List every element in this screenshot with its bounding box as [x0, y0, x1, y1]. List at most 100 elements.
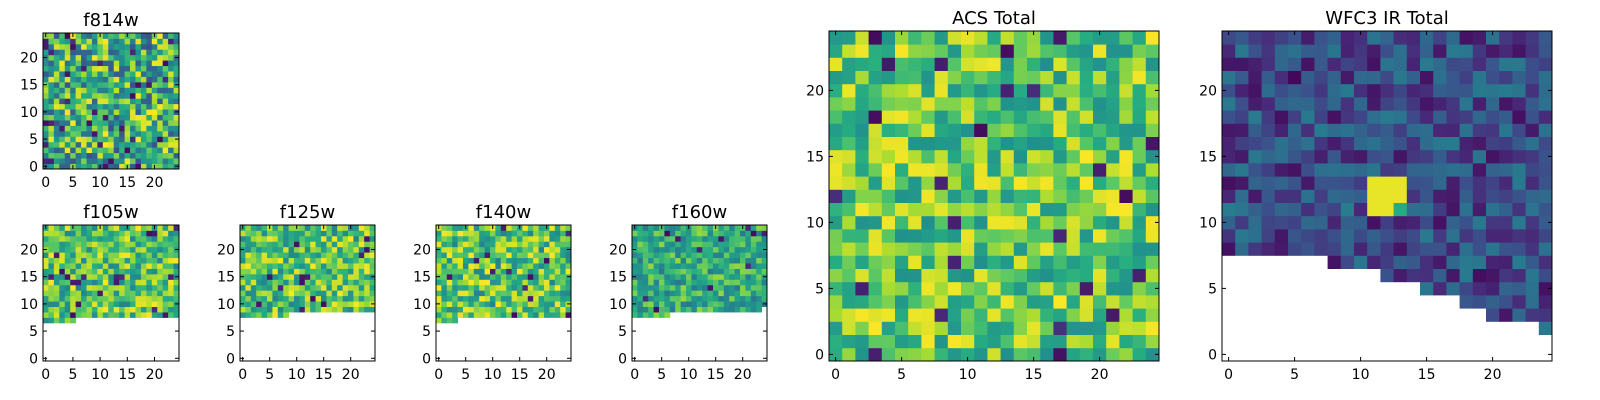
- heatmap-cell: [310, 273, 316, 280]
- heatmap-cell: [277, 312, 284, 318]
- heatmap-cell: [1420, 189, 1434, 203]
- heatmap-cell: [653, 257, 660, 264]
- heatmap-cell: [1093, 229, 1107, 243]
- heatmap-cell: [1340, 202, 1355, 217]
- heatmap-cell: [59, 125, 66, 132]
- heatmap-cell: [168, 141, 174, 148]
- heatmap-cell: [130, 103, 136, 110]
- heatmap-cell: [81, 43, 87, 50]
- heatmap-cell: [1288, 83, 1302, 98]
- heatmap-cell: [113, 152, 120, 159]
- heatmap-cell: [310, 241, 316, 248]
- heatmap-cell: [436, 263, 442, 269]
- heatmap-cell: [1512, 163, 1526, 177]
- heatmap-cell: [1459, 57, 1474, 71]
- heatmap-cell: [1093, 281, 1107, 296]
- heatmap-cell: [691, 268, 698, 275]
- heatmap-cell: [1132, 202, 1147, 217]
- heatmap-cell: [151, 114, 158, 121]
- heatmap-cell: [934, 229, 949, 243]
- heatmap-cell: [135, 43, 142, 50]
- heatmap-cell: [729, 301, 735, 307]
- heatmap-cell: [473, 301, 480, 307]
- heatmap-cell: [157, 109, 164, 115]
- heatmap-cell: [868, 215, 883, 230]
- heatmap-cell: [842, 229, 856, 243]
- x-tick-label: 15: [707, 367, 725, 383]
- heatmap-cell: [59, 246, 66, 253]
- heatmap-cell: [162, 279, 169, 286]
- heatmap-cell: [533, 284, 539, 291]
- heatmap-cell: [1327, 255, 1342, 269]
- heatmap-cell: [119, 120, 125, 126]
- heatmap-cell: [745, 295, 752, 302]
- heatmap-cell: [81, 252, 87, 259]
- heatmap-cell: [48, 273, 55, 280]
- heatmap-cell: [1446, 149, 1460, 164]
- heatmap-cell: [53, 130, 60, 137]
- heatmap-cell: [680, 301, 687, 307]
- heatmap-cell: [48, 109, 55, 115]
- heatmap-cell: [1512, 57, 1526, 71]
- heatmap-cell: [119, 268, 125, 275]
- heatmap-cell: [108, 147, 115, 154]
- heatmap-cell: [369, 306, 376, 313]
- heatmap-cell: [140, 257, 147, 264]
- heatmap-cell: [500, 312, 507, 318]
- heatmap-cell: [331, 284, 338, 291]
- heatmap-cell: [842, 255, 856, 269]
- heatmap-cell: [1119, 83, 1133, 98]
- heatmap-cell: [729, 268, 735, 275]
- heatmap-cell: [1393, 242, 1408, 256]
- heatmap-cell: [102, 65, 109, 72]
- heatmap-cell: [642, 235, 649, 242]
- heatmap-cell: [310, 235, 316, 242]
- heatmap-cell: [70, 92, 77, 99]
- heatmap-cell: [250, 279, 257, 286]
- heatmap-cell: [908, 57, 922, 71]
- heatmap-cell: [696, 273, 703, 280]
- heatmap-cell: [881, 229, 896, 243]
- heatmap-cell: [53, 114, 60, 121]
- heatmap-cell: [707, 252, 714, 259]
- heatmap-cell: [632, 230, 638, 237]
- heatmap-cell: [463, 273, 469, 280]
- heatmap-cell: [522, 273, 529, 280]
- heatmap-cell: [702, 306, 708, 313]
- heatmap-cell: [162, 273, 169, 280]
- heatmap-cell: [331, 295, 338, 302]
- heatmap-cell: [637, 273, 644, 280]
- heatmap-cell: [337, 279, 343, 286]
- heatmap-cell: [48, 225, 55, 231]
- heatmap-cell: [304, 306, 311, 313]
- heatmap-cell: [961, 189, 975, 203]
- heatmap-cell: [1261, 176, 1276, 190]
- heatmap-cell: [1380, 149, 1394, 164]
- heatmap-cell: [544, 279, 550, 286]
- heatmap-cell: [283, 306, 289, 313]
- heatmap-cell: [1314, 242, 1328, 256]
- heatmap-cell: [718, 230, 725, 237]
- heatmap-cell: [1027, 176, 1041, 190]
- heatmap-cell: [1222, 31, 1236, 45]
- heatmap-cell: [855, 44, 869, 58]
- heatmap-cell: [680, 290, 687, 297]
- heatmap-cell: [119, 263, 125, 269]
- heatmap-cell: [961, 70, 975, 85]
- heatmap-cell: [1079, 44, 1094, 58]
- heatmap-cell: [97, 152, 104, 159]
- heatmap-cell: [1000, 123, 1015, 137]
- heatmap-cell: [81, 301, 87, 307]
- heatmap-cell: [86, 225, 93, 231]
- heatmap-cell: [1340, 83, 1355, 98]
- heatmap-cell: [59, 141, 66, 148]
- heatmap-cell: [86, 268, 93, 275]
- heatmap-cell: [130, 49, 136, 56]
- heatmap-cell: [842, 110, 856, 124]
- heatmap-cell: [53, 120, 60, 126]
- heatmap-cell: [81, 103, 87, 110]
- heatmap-cell: [436, 252, 442, 259]
- heatmap-cell: [119, 71, 125, 77]
- heatmap-cell: [1393, 268, 1408, 283]
- y-tick-label: 15: [20, 270, 38, 286]
